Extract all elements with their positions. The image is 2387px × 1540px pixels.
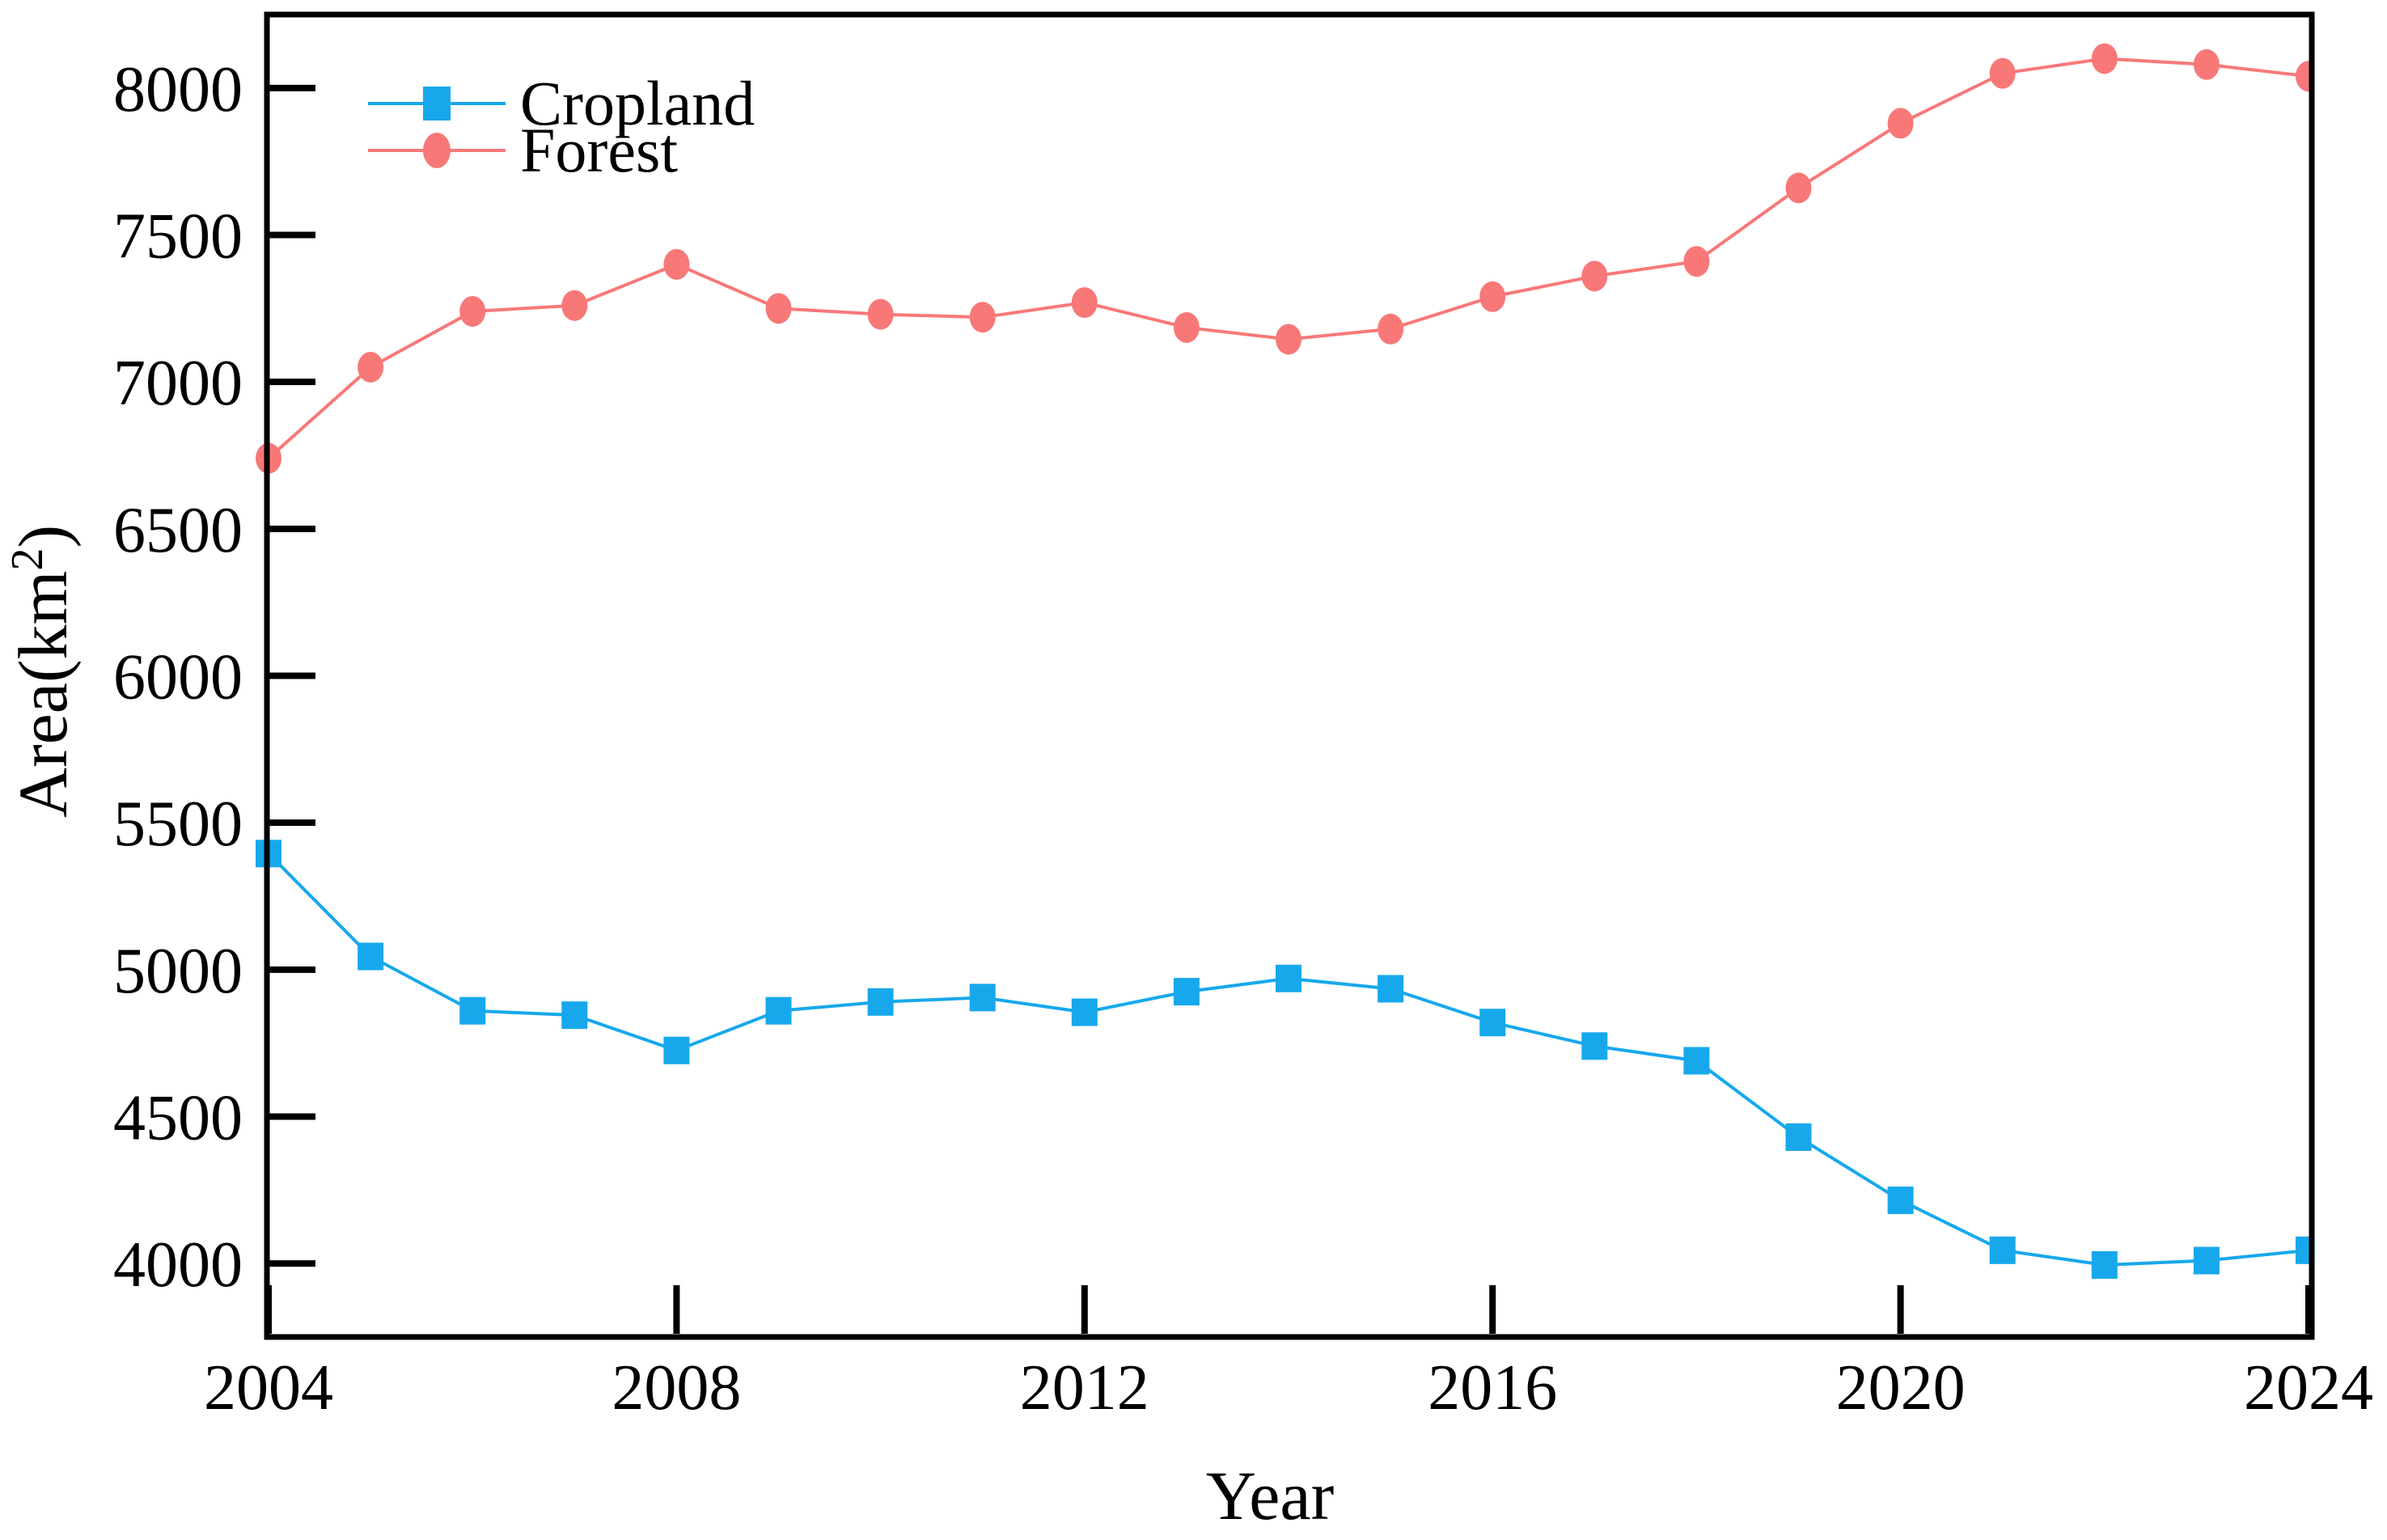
y-tick-label: 8000 — [113, 54, 243, 125]
y-tick-label: 4000 — [113, 1229, 243, 1301]
forest-marker — [1683, 246, 1710, 277]
cropland-marker — [1173, 978, 1200, 1006]
forest-series — [256, 43, 2314, 474]
x-tick-label: 2020 — [1836, 1352, 1966, 1424]
forest-marker — [765, 293, 792, 324]
y-axis-title-prefix: Area(km — [4, 571, 82, 819]
y-tick-label: 7000 — [113, 348, 243, 419]
x-tick-label: 2012 — [1020, 1352, 1149, 1424]
cropland-marker — [1378, 975, 1404, 1003]
forest-marker — [561, 290, 588, 321]
y-axis-ticks: 4000 4500 5000 5500 6000 6500 7000 7500 8000 — [113, 54, 315, 1301]
legend-item-forest: Forest — [368, 115, 678, 185]
cropland-marker — [459, 996, 486, 1025]
forest-marker — [459, 295, 486, 327]
forest-marker — [1887, 108, 1914, 139]
cropland-marker — [969, 984, 996, 1012]
forest-marker — [867, 298, 894, 330]
forest-marker — [1785, 172, 1812, 204]
cropland-line — [267, 852, 2309, 1267]
y-tick-label: 4500 — [113, 1083, 243, 1154]
forest-marker — [1581, 260, 1608, 292]
y-tick-label: 5000 — [113, 936, 243, 1007]
cropland-marker — [1479, 1009, 1506, 1037]
forest-marker — [1989, 57, 2016, 89]
y-tick-label: 5500 — [113, 789, 243, 860]
cropland-marker — [1989, 1236, 2016, 1264]
legend-label-forest: Forest — [520, 115, 678, 185]
cropland-marker — [2193, 1246, 2220, 1275]
cropland-marker — [663, 1036, 690, 1064]
y-tick-label: 7500 — [113, 201, 243, 273]
forest-marker — [2193, 49, 2220, 80]
forest-marker — [663, 248, 690, 280]
forest-marker — [358, 352, 384, 383]
cropland-marker — [1276, 964, 1301, 992]
cropland-marker — [867, 988, 894, 1016]
forest-marker — [1479, 281, 1506, 312]
x-tick-label: 2008 — [612, 1352, 741, 1424]
cropland-marker — [2091, 1250, 2118, 1279]
legend: Cropland Forest — [368, 68, 755, 185]
cropland-marker — [1785, 1123, 1812, 1151]
x-axis-ticks: 2004 2008 2012 2016 2020 2024 — [204, 1285, 2373, 1424]
y-tick-label: 6500 — [113, 495, 243, 566]
cropland-marker — [561, 1001, 588, 1030]
cropland-marker — [358, 942, 384, 971]
forest-marker — [2296, 61, 2314, 92]
x-tick-label: 2016 — [1428, 1352, 1557, 1424]
y-axis-title: Area(km2) — [2, 525, 82, 818]
cropland-marker — [1581, 1032, 1608, 1060]
forest-marker — [969, 302, 996, 333]
cropland-marker — [765, 996, 792, 1025]
cropland-marker — [1683, 1047, 1710, 1075]
cropland-marker — [2296, 1236, 2314, 1264]
forest-marker — [1071, 287, 1098, 319]
cropland-marker — [1071, 998, 1098, 1026]
forest-marker — [2091, 43, 2118, 74]
forest-marker — [1276, 324, 1301, 355]
cropland-square-icon — [423, 87, 451, 121]
plot-frame — [264, 11, 2315, 1340]
x-tick-label: 2024 — [2244, 1352, 2373, 1424]
forest-marker — [1378, 313, 1404, 345]
y-axis-title-suffix: ) — [4, 525, 82, 548]
data-series — [256, 43, 2314, 1279]
cropland-marker — [1887, 1187, 1914, 1215]
y-tick-label: 6000 — [113, 642, 243, 713]
legend-item-cropland: Cropland — [368, 68, 755, 138]
x-axis-title: Year — [1206, 1457, 1334, 1534]
cropland-series — [256, 840, 2314, 1279]
legend-label-cropland: Cropland — [520, 68, 755, 138]
forest-marker — [1173, 311, 1200, 343]
forest-circle-icon — [423, 133, 451, 168]
y-axis-title-superscript: 2 — [2, 548, 53, 571]
x-tick-label: 2004 — [204, 1352, 333, 1424]
